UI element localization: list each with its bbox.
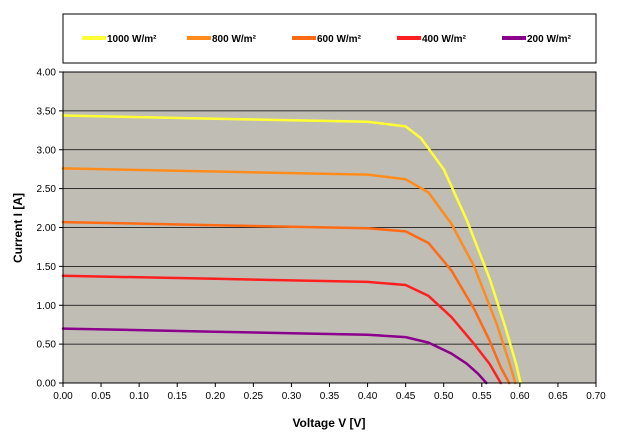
x-tick-label: 0.20 bbox=[206, 391, 226, 402]
x-tick-label: 0.50 bbox=[434, 391, 454, 402]
series-line-2 bbox=[61, 220, 511, 385]
x-axis-ticks: 0.00 0.05 0.10 0.15 0.20 0.25 0.30 0.35 0.40 0.45… bbox=[53, 383, 606, 402]
legend-label-2: 600 W/m² bbox=[317, 34, 362, 45]
y-tick-label: 4.00 bbox=[37, 68, 57, 79]
series-line-4 bbox=[61, 327, 488, 385]
y-axis-title: Current I [A] bbox=[11, 193, 25, 263]
x-tick-label: 0.15 bbox=[167, 391, 187, 402]
x-axis-title: Voltage V [V] bbox=[292, 416, 365, 430]
series-line-1 bbox=[61, 167, 517, 385]
x-tick-label: 0.10 bbox=[129, 391, 149, 402]
legend: 1000 W/m² 800 W/m² 600 W/m² 400 W/m² 200 W/m… bbox=[82, 34, 572, 45]
y-tick-label: 3.00 bbox=[37, 145, 57, 156]
series-lines bbox=[61, 114, 522, 385]
y-axis-ticks: 0.00 0.50 1.00 1.50 2.00 2.50 3.00 3.50 4.00 bbox=[37, 68, 63, 390]
x-tick-label: 0.40 bbox=[358, 391, 378, 402]
x-tick-label: 0.00 bbox=[53, 391, 73, 402]
series-line-0 bbox=[61, 114, 522, 385]
legend-label-4: 200 W/m² bbox=[527, 34, 572, 45]
x-tick-label: 0.60 bbox=[510, 391, 530, 402]
y-tick-label: 0.50 bbox=[37, 340, 57, 351]
x-tick-label: 0.65 bbox=[548, 391, 568, 402]
y-tick-label: 2.00 bbox=[37, 223, 57, 234]
x-tick-label: 0.35 bbox=[320, 391, 340, 402]
legend-label-3: 400 W/m² bbox=[422, 34, 467, 45]
x-tick-label: 0.05 bbox=[91, 391, 111, 402]
legend-label-1: 800 W/m² bbox=[212, 34, 257, 45]
y-tick-label: 1.00 bbox=[37, 301, 57, 312]
gridlines bbox=[63, 110, 596, 345]
x-tick-label: 0.30 bbox=[282, 391, 302, 402]
y-tick-label: 0.00 bbox=[37, 379, 57, 390]
x-tick-label: 0.70 bbox=[586, 391, 606, 402]
y-tick-label: 1.50 bbox=[37, 262, 57, 273]
x-tick-label: 0.55 bbox=[472, 391, 492, 402]
y-tick-label: 2.50 bbox=[37, 184, 57, 195]
x-tick-label: 0.25 bbox=[244, 391, 264, 402]
x-tick-label: 0.45 bbox=[396, 391, 416, 402]
series-line-3 bbox=[61, 274, 503, 385]
y-tick-label: 3.50 bbox=[37, 106, 57, 117]
legend-label-0: 1000 W/m² bbox=[107, 34, 157, 45]
